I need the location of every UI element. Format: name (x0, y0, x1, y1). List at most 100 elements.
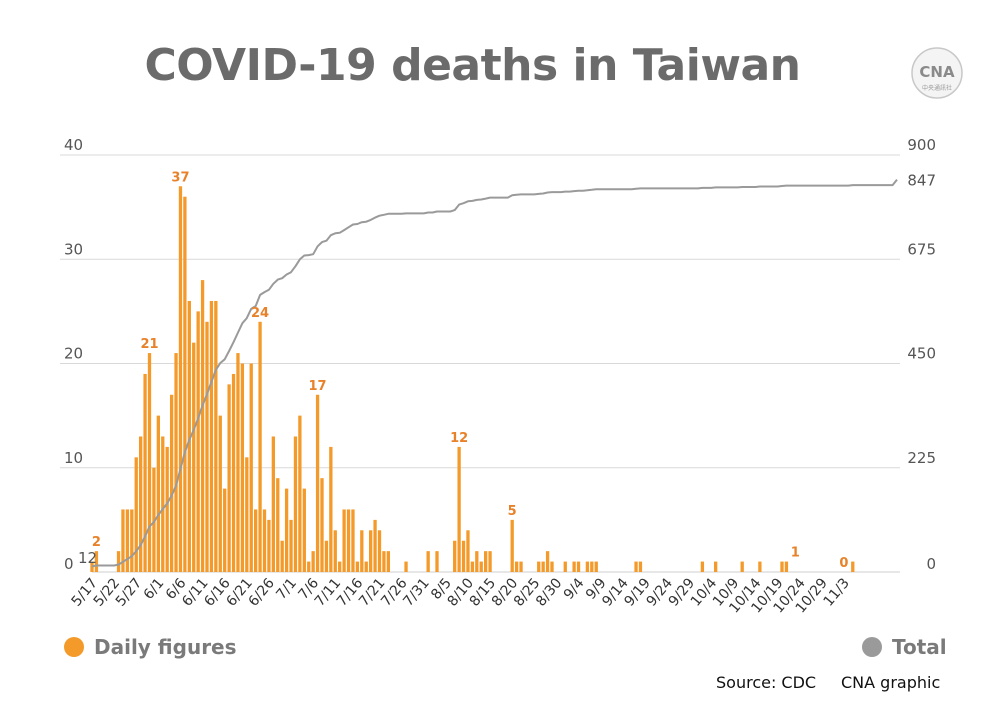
bar (377, 530, 382, 572)
bar (183, 196, 187, 572)
bar (130, 509, 134, 572)
bar (329, 446, 333, 572)
legend-daily: Daily figures (64, 634, 237, 660)
bar (121, 509, 125, 572)
y-left-tick-label: 40 (64, 136, 83, 154)
bar-annotation: 0 (839, 556, 848, 571)
bar (382, 551, 386, 572)
bar (196, 311, 200, 572)
bar (386, 551, 390, 572)
bar (143, 373, 147, 572)
bar (780, 561, 784, 572)
bar (364, 561, 368, 572)
bar (192, 342, 196, 572)
legend-total-label: Total (892, 635, 947, 659)
bar (740, 561, 744, 572)
bar (227, 384, 231, 572)
bar (342, 509, 346, 572)
x-tick-label: 9/4 (561, 575, 588, 603)
bar (333, 530, 337, 572)
bar-annotation: 5 (508, 504, 517, 519)
bar (156, 415, 160, 572)
bar (572, 561, 576, 572)
bar (258, 321, 262, 572)
bar (475, 551, 479, 572)
bar (152, 467, 156, 572)
bar (638, 561, 643, 572)
bar (514, 561, 519, 572)
total-line (91, 178, 898, 568)
bar-annotation: 21 (140, 337, 158, 352)
logo-subtext: 中央通訊社 (922, 84, 952, 92)
bar (174, 353, 178, 572)
bar (200, 280, 205, 572)
bar (545, 551, 550, 572)
y-left-tick-label: 20 (64, 345, 83, 363)
bar (360, 530, 364, 572)
bar (134, 457, 138, 572)
bar (94, 551, 99, 572)
bar-annotation: 24 (251, 306, 269, 321)
y-right-tick-label: 450 (907, 345, 936, 363)
bar-annotation: 12 (450, 431, 468, 446)
bar (700, 561, 705, 572)
bar (125, 509, 130, 572)
bar (594, 561, 598, 572)
bar (563, 561, 567, 572)
y-left-tick-label: 30 (64, 240, 83, 258)
bar (315, 394, 320, 572)
bar (320, 478, 324, 572)
bar (758, 561, 762, 572)
bar (351, 509, 355, 572)
logo-text: CNA (919, 63, 955, 81)
bar (209, 300, 214, 572)
bar (284, 488, 289, 572)
bar (116, 551, 121, 572)
legend-total-swatch (862, 637, 882, 657)
bar (276, 478, 280, 572)
legend-total: Total (862, 634, 947, 660)
bar (470, 561, 475, 572)
bar (254, 509, 258, 572)
bar (784, 561, 789, 572)
line-end-label: 847 (907, 172, 936, 190)
bar (311, 551, 315, 572)
credit-note: CNA graphic (841, 673, 941, 692)
y-left-tick-label: 10 (64, 449, 83, 467)
bar (426, 551, 430, 572)
x-tick-label: 11/3 (821, 575, 853, 609)
bar-annotation: 17 (309, 379, 327, 394)
y-left-tick-label: 0 (64, 555, 74, 573)
bar (550, 561, 554, 572)
bar (298, 415, 302, 572)
bar (634, 561, 638, 572)
bar (585, 561, 590, 572)
bar (161, 436, 165, 572)
bar (338, 561, 342, 572)
bar (324, 540, 329, 572)
bar (90, 561, 94, 572)
bar (714, 561, 718, 572)
bar (262, 509, 267, 572)
legend-daily-swatch (64, 637, 84, 657)
x-tick-label: 6/1 (141, 575, 168, 603)
bar (453, 540, 457, 572)
cna-logo: CNA 中央通訊社 (911, 47, 963, 99)
bar (280, 540, 284, 572)
bar (590, 561, 594, 572)
bar (139, 436, 143, 572)
bar (488, 551, 492, 572)
bar (851, 561, 855, 572)
bar (457, 446, 461, 572)
bar (373, 519, 377, 572)
bar (302, 488, 306, 572)
bar (404, 561, 408, 572)
bar-annotation: 2 (92, 535, 101, 550)
bar (369, 530, 373, 572)
bar (466, 530, 470, 572)
legend-daily-label: Daily figures (94, 635, 237, 659)
bar (231, 373, 236, 572)
bar (223, 488, 227, 572)
bar (293, 436, 298, 572)
bar (289, 519, 293, 572)
